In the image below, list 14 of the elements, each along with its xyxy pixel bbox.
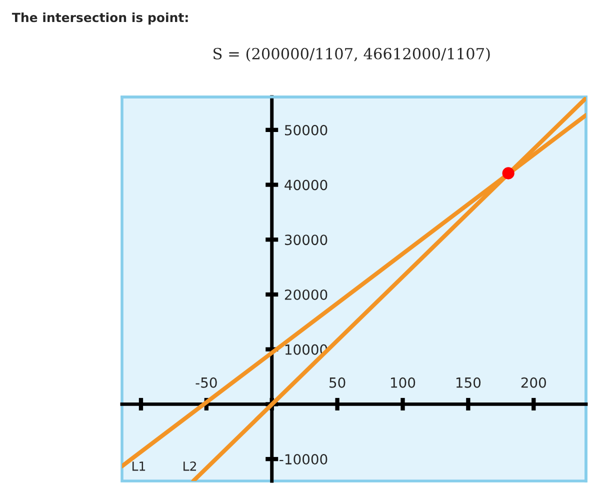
y-tick-label: -10000 — [280, 454, 328, 465]
x-tick-label: -50 — [196, 377, 217, 388]
x-tick-label: 150 — [456, 377, 481, 388]
y-tick-label: 50000 — [285, 124, 328, 136]
x-tick-label: 100 — [391, 377, 416, 388]
text: S = (200000/1107, 46612000/1107) — [214, 48, 490, 62]
series-label: L1 — [132, 462, 146, 471]
x-tick-label: 50 — [330, 377, 346, 388]
y-tick-label: 20000 — [284, 289, 328, 300]
y-tick-label: 30000 — [284, 234, 328, 246]
chart-title: The intersection is point: — [12, 12, 188, 25]
x-tick-label: 200 — [521, 377, 546, 388]
series-label: L2 — [184, 461, 196, 471]
y-tick-label: 40000 — [284, 180, 328, 190]
